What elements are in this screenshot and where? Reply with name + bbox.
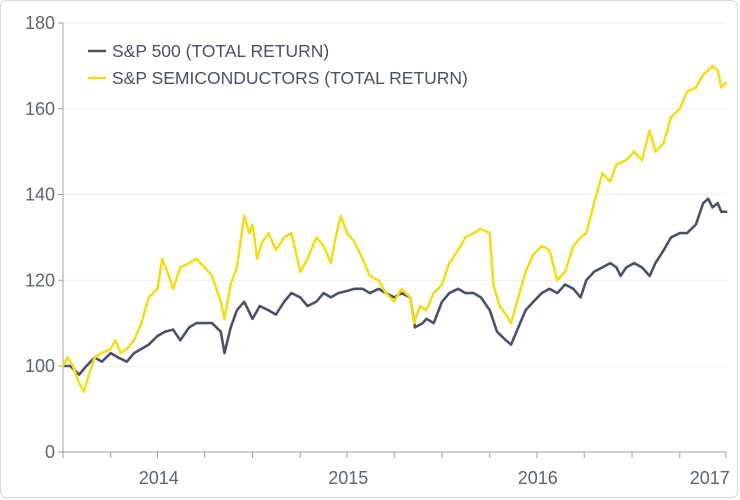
grid-layer [63,22,726,367]
axis-layer: 0 100 120 140 160 180 2014 2015 2016 2017 [25,13,730,488]
x-tick-label-2016: 2016 [518,468,558,488]
y-tick-label-180: 180 [25,13,55,33]
x-tick-label-2017: 2017 [690,468,730,488]
legend: S&P 500 (TOTAL RETURN) S&P SEMICONDUCTOR… [88,41,468,88]
x-tick-label-2014: 2014 [139,468,179,488]
y-tick-label-140: 140 [25,185,55,205]
series-layer [61,64,728,394]
y-tick-label-160: 160 [25,99,55,119]
y-tick-label-100: 100 [25,356,55,376]
y-tick-label-0: 0 [45,442,55,462]
x-tick-label-2015: 2015 [328,468,368,488]
series-line-0 [61,197,728,376]
series-line-1 [61,64,728,394]
legend-label-sp500: S&P 500 (TOTAL RETURN) [112,41,329,61]
legend-label-semis: S&P SEMICONDUCTORS (TOTAL RETURN) [112,68,468,88]
y-tick-label-120: 120 [25,270,55,290]
